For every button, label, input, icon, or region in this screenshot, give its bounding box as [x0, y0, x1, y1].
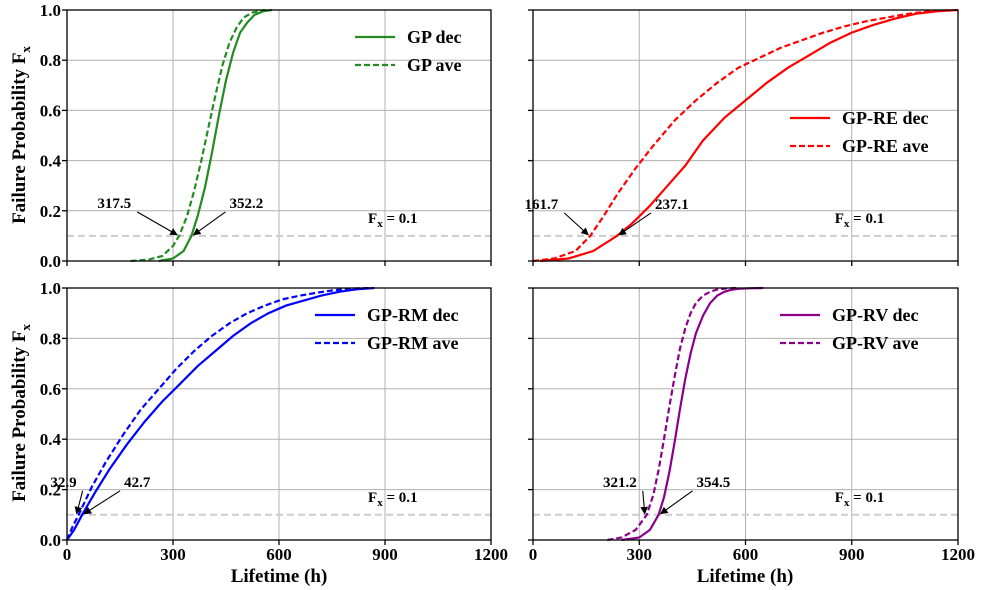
series-line-gp-re-ave	[532, 8, 951, 263]
threshold-label: Fx = 0.1	[368, 490, 417, 509]
annotation-arrow	[640, 490, 648, 515]
annotation-label: 32.9	[50, 475, 76, 491]
x-tick-label: 0	[63, 545, 72, 564]
y-axis-label-sub: x	[18, 46, 33, 53]
chart-panel-4: 0 300 600 900 1200 GP-RV dec GP-RV ave Fx = 0.1…	[528, 286, 975, 564]
threshold-label: Fx = 0.1	[835, 211, 884, 230]
threshold-label: Fx = 0.1	[368, 211, 417, 230]
y-axis-label-main: Failure Probability F	[9, 331, 30, 502]
annotation-arrow	[192, 211, 226, 236]
x-tick-label: 900	[372, 545, 398, 564]
series-line-gp-rm-dec	[66, 286, 375, 541]
series-line-gp-rm-ave	[65, 286, 371, 541]
annotation-arrow	[136, 211, 178, 236]
annotation-label: 321.2	[603, 475, 637, 491]
x-tick-label: 0	[529, 545, 538, 564]
chart-panels: 0.0 0.2 0.4 0.6 0.8 1.0 GP dec GP ave Fx = 0.1 31…	[40, 1, 975, 564]
annotation-arrow	[74, 490, 84, 515]
y-tick-label: 0.0	[40, 531, 61, 550]
x-tick-label: 900	[839, 545, 865, 564]
x-axis-label-left: Lifetime (h)	[231, 566, 328, 587]
y-axis-label-main: Failure Probability F	[9, 53, 30, 224]
y-tick-label: 0.8	[40, 329, 61, 348]
annotation-label: 42.7	[124, 475, 151, 491]
y-tick-label: 0.2	[40, 481, 61, 500]
threshold-label-main: F	[835, 490, 844, 506]
y-tick-label: 0.4	[40, 152, 62, 171]
x-tick-label: 600	[266, 545, 292, 564]
legend-label: GP-RV ave	[832, 333, 919, 353]
y-tick-label: 0.0	[40, 252, 61, 271]
series-line-gp-rv-dec	[621, 286, 764, 542]
y-tick-label: 0.4	[40, 430, 62, 449]
annotation-arrow	[83, 490, 121, 515]
legend-label: GP dec	[407, 27, 462, 47]
annotation-label: 161.7	[525, 197, 559, 213]
threshold-label-sub: x	[377, 218, 383, 230]
chart-panel-3: 0.0 0.2 0.4 0.6 0.8 1.0 0 300 600 900 1200 GP-RM de…	[40, 279, 508, 564]
annotation-label: 317.5	[97, 196, 131, 212]
threshold-label-main: F	[835, 211, 844, 227]
chart-panel-2: GP-RE dec GP-RE ave Fx = 0.1 161.7 237.1	[525, 8, 959, 266]
threshold-label-main: F	[368, 490, 377, 506]
threshold-label-sub: x	[377, 497, 383, 509]
legend-label: GP-RE dec	[842, 108, 928, 128]
y-axis-label-bottom: Failure Probability Fx	[9, 324, 33, 502]
series-line-gp-ave	[130, 8, 266, 263]
threshold-label: Fx = 0.1	[835, 490, 884, 509]
annotation-label: 352.2	[229, 196, 263, 212]
series-line-gp-dec	[158, 8, 273, 263]
y-tick-label: 0.6	[40, 101, 61, 120]
series-line-gp-rv-ave	[607, 286, 737, 542]
annotation-arrow	[659, 490, 693, 515]
legend-label: GP ave	[407, 55, 462, 75]
annotation-label: 354.5	[697, 475, 731, 491]
y-tick-label: 0.8	[40, 51, 61, 70]
annotation-label: 237.1	[655, 197, 689, 213]
y-tick-label: 0.2	[40, 202, 61, 221]
x-tick-label: 1200	[474, 545, 508, 564]
x-tick-label: 300	[627, 545, 653, 564]
threshold-label-rest: = 0.1	[849, 490, 884, 506]
chart-panel-1: 0.0 0.2 0.4 0.6 0.8 1.0 GP dec GP ave Fx = 0.1 31…	[40, 1, 492, 271]
threshold-label-rest: = 0.1	[383, 211, 418, 227]
x-tick-label: 1200	[941, 545, 975, 564]
annotation-arrow	[563, 212, 589, 236]
y-axis-label-sub: x	[18, 324, 33, 331]
threshold-label-sub: x	[844, 497, 850, 509]
threshold-label-rest: = 0.1	[383, 490, 418, 506]
threshold-label-main: F	[368, 211, 377, 227]
legend-label: GP-RM ave	[367, 333, 458, 353]
legend-label: GP-RM dec	[367, 305, 458, 325]
x-axis-label-right: Lifetime (h)	[697, 566, 794, 587]
threshold-label-sub: x	[844, 218, 850, 230]
y-tick-label: 1.0	[40, 279, 61, 298]
y-tick-label: 1.0	[40, 1, 61, 20]
threshold-label-rest: = 0.1	[849, 211, 884, 227]
annotation-arrow	[618, 212, 652, 236]
y-axis-label-top: Failure Probability Fx	[9, 46, 33, 224]
x-tick-label: 600	[733, 545, 759, 564]
y-tick-label: 0.6	[40, 380, 61, 399]
legend-label: GP-RV dec	[832, 305, 919, 325]
legend-label: GP-RE ave	[842, 136, 928, 156]
x-tick-label: 300	[160, 545, 186, 564]
